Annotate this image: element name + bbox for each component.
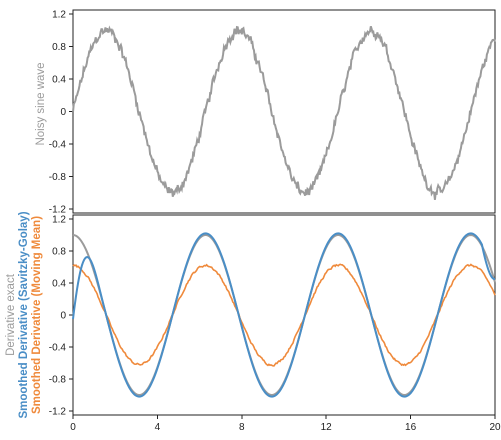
top-ytick-label: 0.4 [52, 75, 66, 86]
top-ytick-label: 0 [60, 107, 66, 118]
bottom-ytick-label: 1.2 [52, 215, 66, 226]
ylabel-moving-mean: Smoothed Derivative (Moving Mean) [31, 216, 43, 414]
top-ytick-label: -0.4 [49, 139, 67, 150]
moving-mean-line [72, 263, 496, 367]
bottom-x-axis-ticks: 0 4 8 12 16 20 [70, 415, 501, 433]
bottom-y-axis-ticks: -1.2 -0.8 -0.4 0 0.4 0.8 1.2 [49, 215, 73, 418]
bottom-ytick-label: 0.8 [52, 247, 66, 258]
bottom-series-lines [72, 232, 496, 398]
top-ytick-label: 1.2 [52, 10, 66, 21]
top-series-lines [72, 25, 496, 200]
bottom-y-axis-label: Derivative exact Smoothed Derivative (Sa… [5, 211, 43, 418]
bottom-ytick-label: 0.4 [52, 279, 66, 290]
savitzky-golay-line [72, 232, 496, 398]
bottom-ytick-label: -0.4 [49, 343, 67, 354]
bottom-xtick-label: 20 [489, 422, 501, 433]
top-panel-border [72, 9, 496, 214]
top-panel: -1.2 -0.8 -0.4 0 0.4 0.8 1.2 Noisy sine wave [35, 9, 496, 215]
ylabel-savitzky-golay: Smoothed Derivative (Savitzky-Golay) [18, 211, 30, 418]
bottom-ytick-label: 0 [60, 311, 66, 322]
bottom-ytick-label: -0.8 [49, 375, 67, 386]
bottom-xtick-label: 8 [239, 422, 245, 433]
bottom-panel: -1.2 -0.8 -0.4 0 0.4 0.8 1.2 0 4 8 12 16 20 Derivat… [5, 211, 501, 433]
bottom-xtick-label: 16 [405, 422, 417, 433]
top-ytick-label: 0.8 [52, 42, 66, 53]
ylabel-derivative-exact: Derivative exact [5, 273, 17, 356]
top-ytick-label: -0.8 [49, 172, 67, 183]
top-ytick-label: -1.2 [49, 204, 67, 215]
noisy-sine-line [72, 25, 496, 200]
top-y-axis-ticks: -1.2 -0.8 -0.4 0 0.4 0.8 1.2 [49, 10, 73, 215]
derivative-exact-line [72, 233, 496, 397]
bottom-xtick-label: 4 [155, 422, 161, 433]
bottom-xtick-label: 0 [70, 422, 76, 433]
bottom-ytick-label: -1.2 [49, 407, 67, 418]
top-y-axis-label: Noisy sine wave [35, 62, 47, 145]
bottom-xtick-label: 12 [321, 422, 333, 433]
